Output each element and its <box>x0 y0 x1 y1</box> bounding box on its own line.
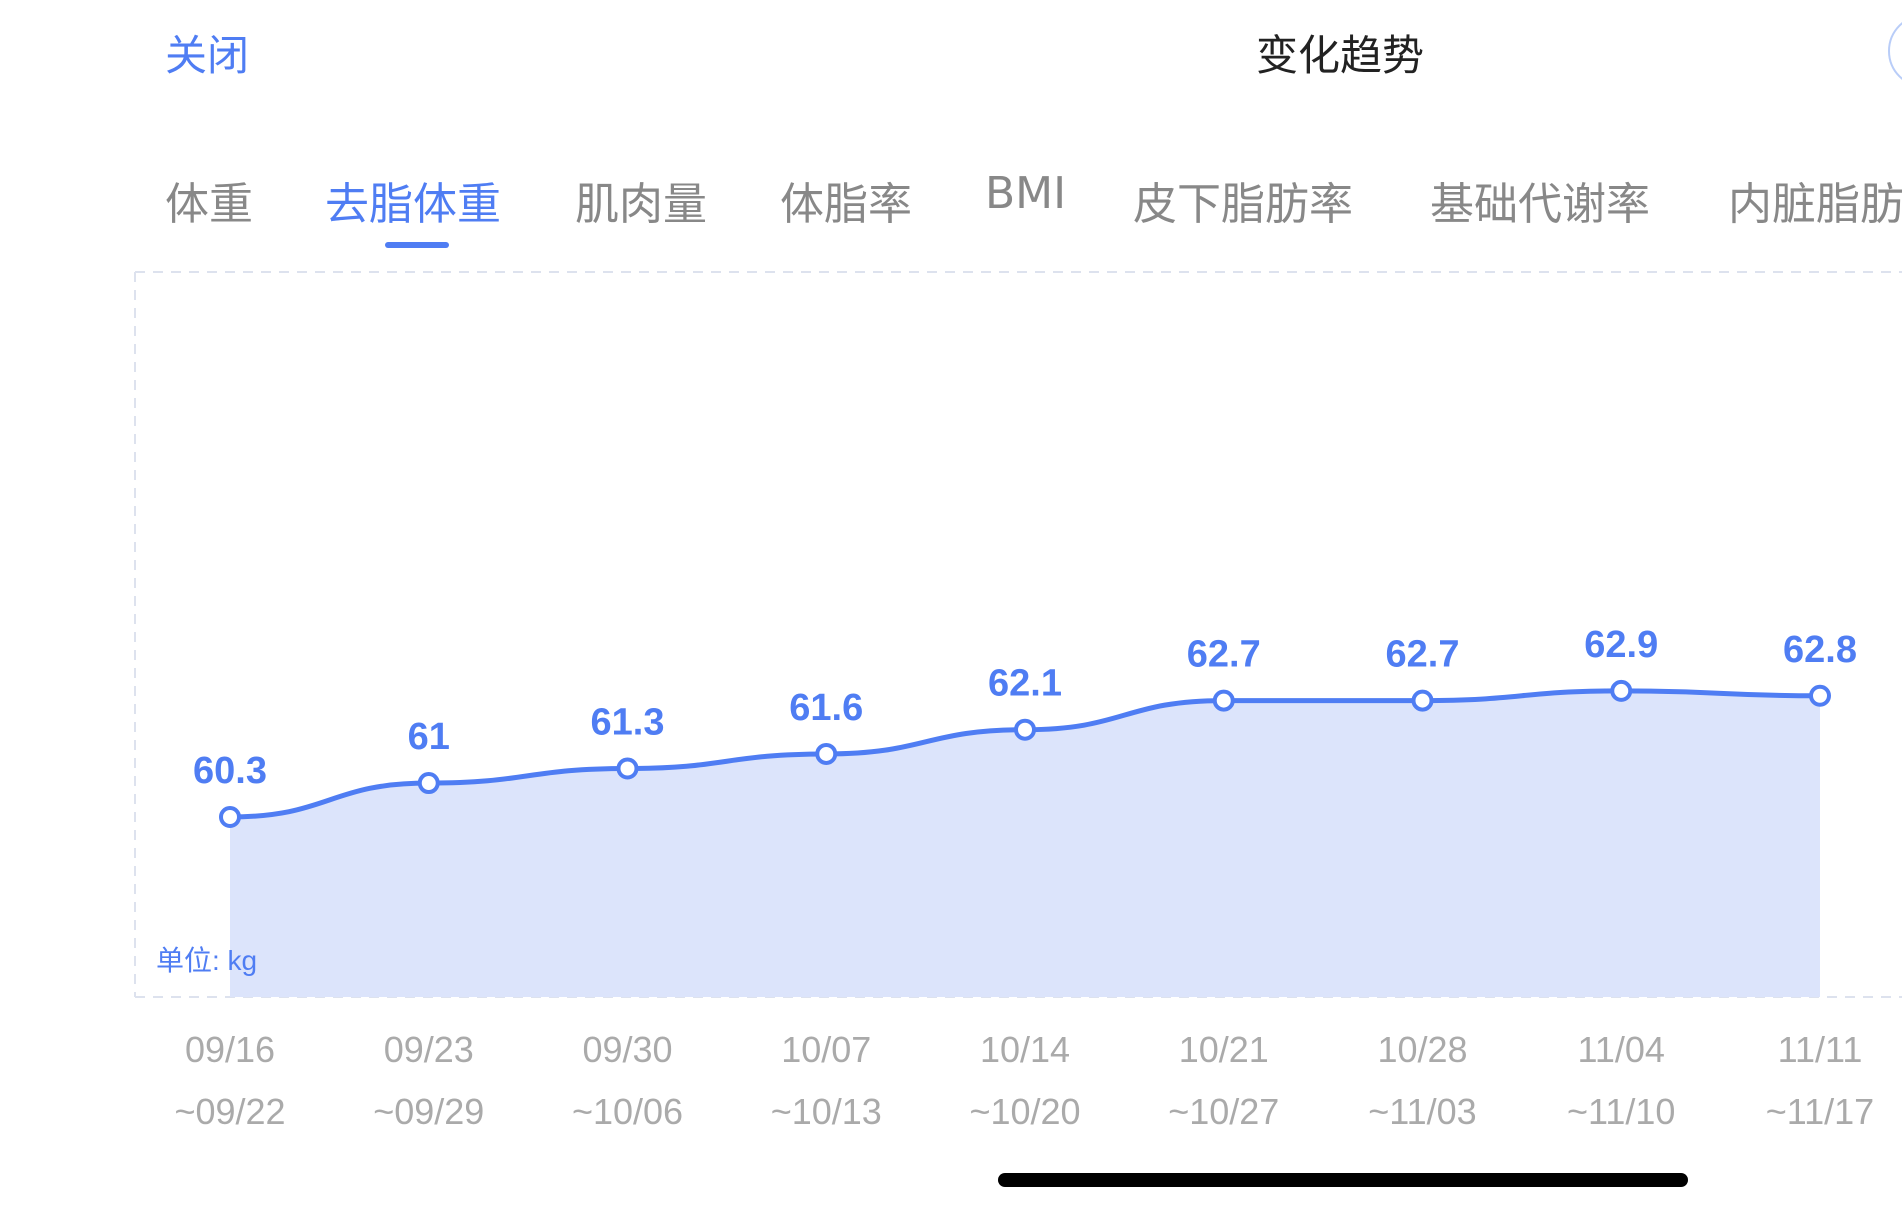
x-tick-label: 09/30 <box>582 1029 672 1070</box>
x-tick-label: 10/21 <box>1179 1029 1269 1070</box>
series-area <box>230 690 1820 997</box>
unit-label: 单位: kg <box>156 945 257 976</box>
metric-tabs: 体重 去脂体重 肌肉量 体脂率 BMI 皮下脂肪率 基础代谢率 内脏脂肪 <box>0 168 1902 258</box>
tab-weight[interactable]: 体重 <box>165 179 253 230</box>
tab-bmi[interactable]: BMI <box>985 168 1067 219</box>
data-label: 60.3 <box>193 750 267 792</box>
data-label: 62.7 <box>1386 634 1460 676</box>
active-tab-indicator <box>385 242 449 248</box>
data-point <box>1411 689 1434 712</box>
chart-area-layer <box>230 690 1820 997</box>
x-tick-label: 11/04 <box>1578 1029 1665 1070</box>
tab-subcutaneous-fat[interactable]: 皮下脂肪率 <box>1133 179 1353 230</box>
data-point <box>219 806 241 828</box>
data-point <box>1212 689 1235 712</box>
x-tick-label: 10/14 <box>980 1029 1070 1070</box>
tab-lean-body-mass[interactable]: 去脂体重 <box>325 179 501 230</box>
x-tick-label: ~10/13 <box>771 1091 882 1132</box>
tab-body-fat-rate[interactable]: 体脂率 <box>780 179 912 230</box>
x-tick-label: ~10/06 <box>572 1091 683 1132</box>
chart-value-labels: 60.3 61 61.3 61.6 62.1 62.7 62.7 62.9 62.8 <box>193 624 1857 792</box>
x-tick-label: ~09/29 <box>373 1091 484 1132</box>
data-point <box>1610 679 1633 702</box>
x-tick-label: ~11/17 <box>1766 1091 1874 1132</box>
chart-points-layer <box>219 679 1831 828</box>
tab-bmr[interactable]: 基础代谢率 <box>1430 179 1650 230</box>
home-indicator <box>998 1173 1688 1187</box>
chart-x-tick-labels: 09/16 ~09/22 09/23 ~09/29 09/30 ~10/06 10/07 ~1… <box>174 1029 1874 1132</box>
x-tick-label: ~11/10 <box>1567 1091 1675 1132</box>
data-point <box>417 772 440 795</box>
x-tick-label: ~11/03 <box>1368 1091 1476 1132</box>
data-label: 62.9 <box>1584 624 1658 666</box>
page-title: 变化趋势 <box>1255 31 1424 80</box>
close-button[interactable]: 关闭 <box>165 31 250 80</box>
x-tick-label: 11/11 <box>1778 1029 1863 1070</box>
data-label: 61.3 <box>591 702 665 744</box>
data-point <box>616 757 639 780</box>
data-label: 61 <box>408 716 450 758</box>
x-tick-label: 09/16 <box>185 1029 275 1070</box>
data-point <box>815 742 838 765</box>
data-label: 62.7 <box>1187 634 1261 676</box>
x-tick-label: 09/23 <box>384 1029 474 1070</box>
x-tick-label: ~09/22 <box>174 1091 285 1132</box>
data-label: 62.8 <box>1783 629 1857 671</box>
x-tick-label: 10/28 <box>1377 1029 1467 1070</box>
data-label: 61.6 <box>789 687 863 729</box>
data-point <box>1014 718 1036 741</box>
tab-visceral-fat[interactable]: 内脏脂肪 <box>1728 179 1902 230</box>
x-tick-label: 10/07 <box>781 1029 871 1070</box>
x-tick-label: ~10/27 <box>1168 1091 1279 1132</box>
x-tick-label: ~10/20 <box>969 1091 1080 1132</box>
data-point <box>1809 684 1831 707</box>
tab-muscle-mass[interactable]: 肌肉量 <box>575 179 707 230</box>
data-label: 62.1 <box>988 663 1062 705</box>
